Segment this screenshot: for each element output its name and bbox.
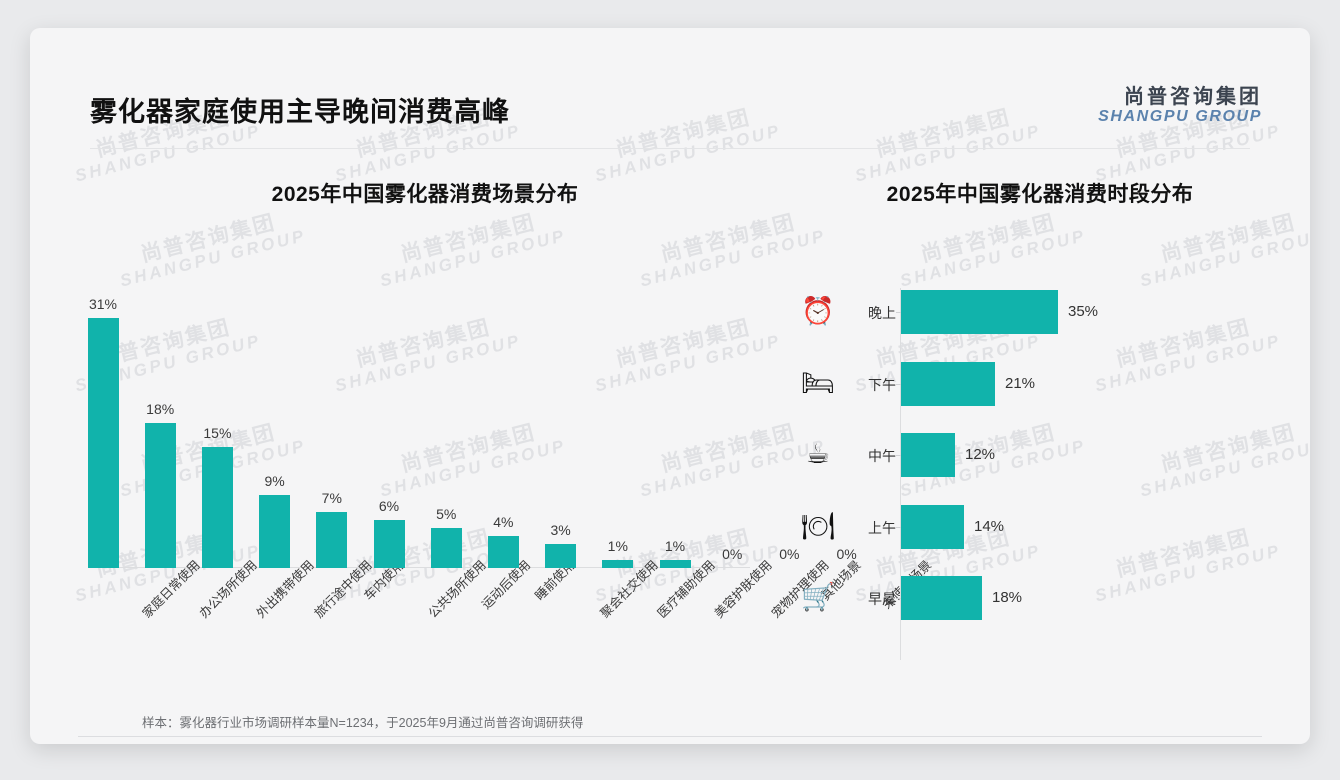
axis-tick xyxy=(896,383,901,385)
axis-tick xyxy=(896,312,901,313)
bar-column[interactable] xyxy=(487,536,519,568)
bar-value-label: 6% xyxy=(378,498,400,514)
bar-column[interactable] xyxy=(602,560,634,568)
bar-column[interactable] xyxy=(144,423,176,568)
bar-value-label: 21% xyxy=(1005,374,1036,392)
bar-value-label: 18% xyxy=(146,401,175,417)
category-label: 下午 xyxy=(868,376,896,393)
bar-column[interactable] xyxy=(201,447,233,568)
coffee-cup-icon: ☕ xyxy=(805,439,831,469)
bar-value-label: 9% xyxy=(264,473,285,489)
shopping-cart-icon: 🛒 xyxy=(801,582,835,612)
bar-value-label: 1% xyxy=(664,538,686,554)
page-title: 雾化器家庭使用主导晚间消费高峰 xyxy=(90,97,510,127)
footer-divider xyxy=(78,736,1262,737)
bar-row[interactable] xyxy=(901,504,964,549)
axis-tick xyxy=(896,598,901,599)
bar-row[interactable] xyxy=(901,290,1058,334)
bar-value-label: 0% xyxy=(722,546,743,562)
bar-value-label: 0% xyxy=(836,546,857,562)
logo-text-en: SHANGPU GROUP xyxy=(1098,108,1262,126)
sample-footnote: 样本：雾化器行业市场调研样本量N=1234，于2025年9月通过尚普咨询调研获得 xyxy=(142,716,584,730)
plot-area-left: 31% 家庭日常使用 18% 办公场所使用 15% 外出携带使用 9% 旅行途中使用 7% 车内使… xyxy=(60,278,934,678)
meal-plate-icon: 🍽 xyxy=(800,510,836,541)
bar-row[interactable] xyxy=(901,576,982,620)
bar-value-label: 12% xyxy=(965,446,996,463)
header-divider xyxy=(90,148,1250,149)
brand-logo: 尚普咨询集团 SHANGPU GROUP xyxy=(1098,86,1262,126)
chart-title-right: 2025年中国雾化器消费时段分布 xyxy=(886,183,1194,206)
bar-column[interactable] xyxy=(373,520,405,568)
charts-area: 2025年中国雾化器消费场景分布 31% 家庭日常使用 18% 办公场所使用 15% 外出… xyxy=(30,148,1310,688)
bar-column[interactable] xyxy=(316,512,348,568)
bar-value-label: 35% xyxy=(1068,303,1099,320)
bar-column[interactable] xyxy=(87,318,119,568)
chart-scene-distribution: 2025年中国雾化器消费场景分布 31% 家庭日常使用 18% 办公场所使用 15% 外出… xyxy=(60,178,934,678)
category-label: 美容护肤使用 xyxy=(711,557,775,621)
bar-value-label: 3% xyxy=(550,522,571,538)
bar-column[interactable] xyxy=(430,528,462,568)
y-axis-line xyxy=(900,288,901,660)
bar-value-label: 7% xyxy=(321,490,342,506)
bed-icon: 🛏 xyxy=(800,367,836,398)
category-label: 上午 xyxy=(868,519,896,536)
chart-title-left: 2025年中国雾化器消费场景分布 xyxy=(271,183,579,206)
chart-time-distribution: 2025年中国雾化器消费时段分布 ⏰ 晚上 35% 🛏 下午 21% ☕ 中午 12% 🍽 上午 14… xyxy=(790,178,1290,678)
category-label: 中午 xyxy=(868,448,896,464)
bar-value-label: 14% xyxy=(974,517,1005,535)
bar-value-label: 18% xyxy=(992,589,1023,606)
bar-row[interactable] xyxy=(901,433,955,477)
slide-header: 雾化器家庭使用主导晚间消费高峰 尚普咨询集团 SHANGPU GROUP xyxy=(30,28,1310,127)
logo-text-cn: 尚普咨询集团 xyxy=(1124,86,1262,108)
bar-value-label: 5% xyxy=(436,506,457,522)
bar-row[interactable] xyxy=(901,361,995,406)
bar-value-label: 0% xyxy=(779,546,800,562)
bar-column[interactable] xyxy=(659,560,691,568)
slide-card: 尚普咨询集团 SHANGPU GROUP 尚普咨询集团 SHANGPU GROUP 尚普… xyxy=(30,28,1310,744)
plot-area-right: ⏰ 晚上 35% 🛏 下午 21% ☕ 中午 12% 🍽 上午 14% 🛒 早晨 18% xyxy=(790,278,1290,678)
category-label: 早晨 xyxy=(868,591,896,607)
alarm-clock-icon: ⏰ xyxy=(801,296,835,326)
bar-value-label: 15% xyxy=(203,425,232,441)
x-axis-line xyxy=(88,567,750,568)
bar-value-label: 1% xyxy=(607,538,628,554)
bar-value-label: 4% xyxy=(493,514,514,530)
bar-value-label: 31% xyxy=(88,296,118,312)
category-label: 晚上 xyxy=(868,305,896,321)
bar-column[interactable] xyxy=(259,495,291,568)
axis-tick xyxy=(896,526,901,528)
slide-footer: ©2025.11 SHANGPU GROUP www.shangpu-china… xyxy=(30,736,1310,744)
bar-column[interactable] xyxy=(545,544,577,568)
axis-tick xyxy=(896,455,901,456)
